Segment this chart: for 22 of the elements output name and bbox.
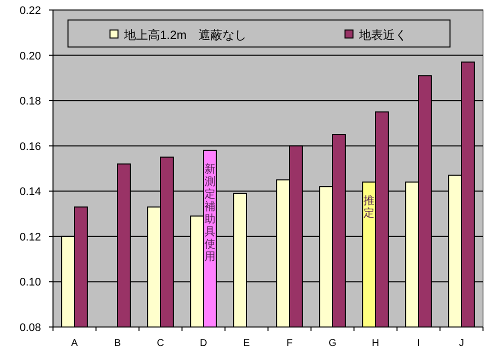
x-tick-label: J [459,338,464,349]
x-tick-label: D [200,338,208,349]
y-tick-label: 0.10 [20,276,41,289]
x-tick-label: I [417,338,420,349]
x-tick-label: H [372,338,380,349]
y-tick-label: 0.12 [20,231,41,244]
y-tick-label: 0.14 [20,186,41,198]
x-tick-label: B [114,338,122,349]
annotation: 推定 [364,195,375,220]
x-tick-label: E [243,338,250,349]
y-tick-label: 0.20 [20,50,41,62]
x-tick-label: F [286,338,293,349]
x-tick-label: C [156,338,164,349]
x-tick-label: A [71,338,78,349]
x-tick-label: G [328,338,337,349]
y-tick-label: 0.18 [20,96,41,108]
y-tick-label: 0.16 [20,140,41,153]
annotation: 新測定補助具使用 [204,162,216,263]
y-tick-label: 0.08 [20,322,41,334]
legend-label: 地表近く [358,28,407,42]
y-tick-label: 0.22 [20,5,41,17]
legend-label: 地上高1.2m 遮蔽なし [123,28,247,42]
